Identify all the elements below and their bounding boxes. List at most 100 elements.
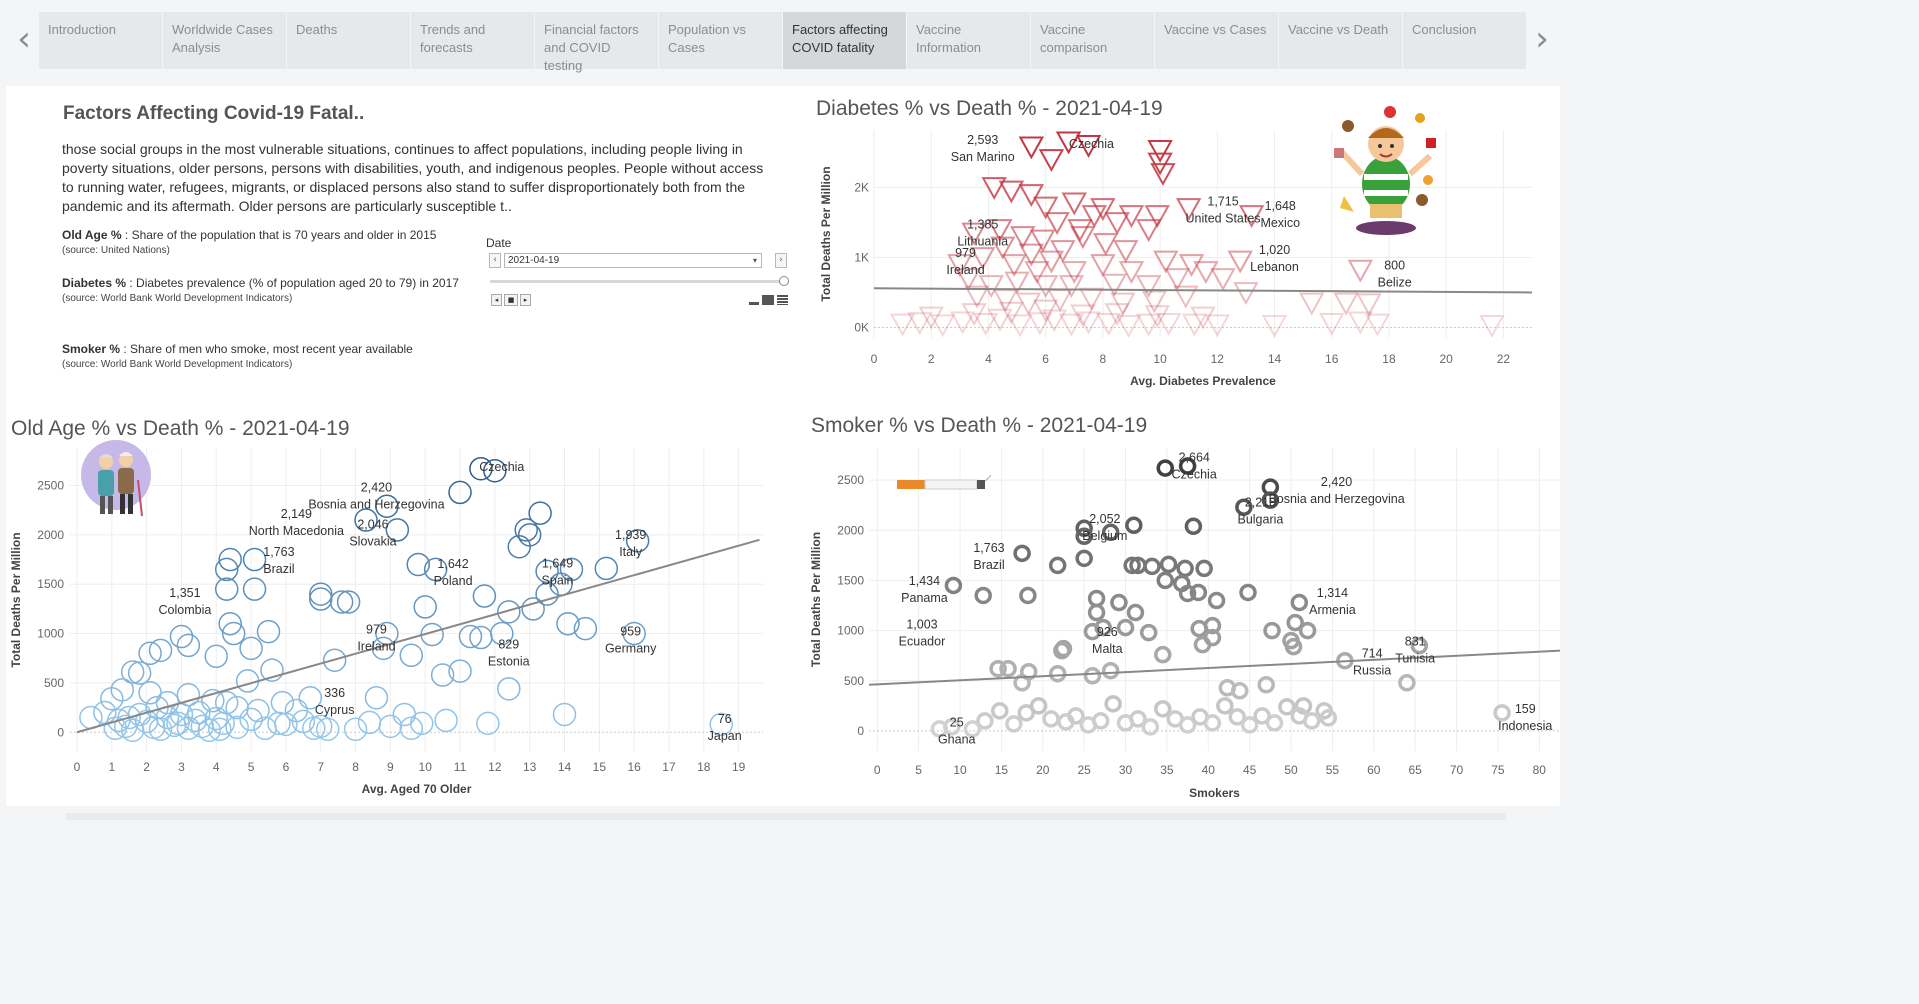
- bottom-scrollbar[interactable]: [66, 813, 1506, 820]
- smoker-x-tick-label: 45: [1243, 763, 1257, 777]
- smoker-point: [976, 712, 994, 730]
- oldage-point: [514, 518, 538, 542]
- diabetes-point: [1193, 261, 1219, 284]
- smoker-x-tick-label: 15: [995, 763, 1009, 777]
- story-tab-7[interactable]: Vaccine Information: [907, 12, 1030, 69]
- diabetes-x-tick-label: 0: [871, 352, 878, 366]
- oldage-point: [207, 717, 232, 742]
- date-next-button[interactable]: ›: [775, 253, 787, 268]
- story-tab-6[interactable]: Factors affecting COVID fatality: [783, 12, 906, 69]
- diabetes-data-label-value: 1,020: [1259, 243, 1290, 257]
- story-tab-0[interactable]: Introduction: [39, 12, 162, 69]
- smoker-point: [1257, 676, 1275, 694]
- date-slider-handle[interactable]: [779, 276, 789, 286]
- diabetes-point: [1027, 312, 1053, 336]
- date-prev-button[interactable]: ‹: [489, 253, 501, 268]
- oldage-point: [138, 681, 162, 705]
- date-slider-track[interactable]: [490, 280, 784, 283]
- oldage-x-tick-label: 6: [283, 760, 290, 774]
- smoker-x-tick-label: 80: [1533, 763, 1547, 777]
- smoker-point: [1017, 704, 1035, 722]
- definition-source: (source: World Bank World Development In…: [62, 293, 293, 304]
- story-tab-4[interactable]: Financial factors and COVID testing: [535, 12, 658, 73]
- smoker-point: [1029, 697, 1048, 715]
- oldage-data-label-value: 979: [366, 623, 387, 637]
- definition-term: Diabetes %: [62, 276, 127, 290]
- smoker-point: [1159, 555, 1178, 574]
- diabetes-x-axis-label: Avg. Diabetes Prevalence: [1130, 374, 1276, 388]
- smoker-point: [1263, 621, 1281, 640]
- diabetes-chart-title: Diabetes % vs Death % - 2021-04-19: [816, 97, 1163, 120]
- diabetes-point: [1075, 311, 1102, 335]
- date-filter: ‹ 2021-04-19 ▾ ›: [489, 253, 789, 269]
- oldage-point: [385, 518, 410, 542]
- story-tab-3[interactable]: Trends and forecasts: [411, 12, 534, 69]
- smoker-data-label-name: Bulgaria: [1237, 512, 1283, 526]
- smoker-y-tick-label: 2000: [837, 523, 864, 537]
- oldage-point: [430, 663, 455, 687]
- definition-desc: : Diabetes prevalence (% of population a…: [126, 276, 459, 290]
- story-tab-9[interactable]: Vaccine vs Cases: [1155, 12, 1278, 69]
- oldage-data-label-value: 1,642: [437, 557, 468, 571]
- oldage-data-label-name: Spain: [542, 574, 574, 588]
- story-tab-11[interactable]: Conclusion: [1403, 12, 1526, 69]
- oldage-point: [469, 456, 493, 481]
- definition-desc: : Share of men who smoke, most recent ye…: [120, 342, 413, 356]
- diabetes-point: [1061, 192, 1087, 216]
- smoker-point: [1083, 622, 1102, 641]
- smoker-point: [1261, 491, 1280, 509]
- smoker-data-label-name: Malta: [1092, 642, 1123, 656]
- diabetes-data-label-name: Lithuania: [957, 234, 1008, 248]
- story-tab-8[interactable]: Vaccine comparison: [1031, 12, 1154, 69]
- smoker-point: [1067, 707, 1085, 725]
- oldage-point: [472, 584, 497, 608]
- oldage-point: [93, 700, 117, 725]
- smoker-x-tick-label: 55: [1326, 763, 1340, 777]
- smoker-x-tick-label: 30: [1119, 763, 1133, 777]
- diabetes-data-label-name: Ireland: [946, 263, 984, 277]
- oldage-point: [378, 714, 403, 739]
- diabetes-trend-line: [873, 287, 1533, 294]
- diabetes-point: [1038, 250, 1065, 274]
- oldage-point: [556, 611, 580, 636]
- smoker-x-tick-label: 25: [1077, 763, 1091, 777]
- smoker-data-label-name: Belgium: [1082, 529, 1127, 543]
- diabetes-point: [1075, 135, 1102, 158]
- oldage-data-label-name: Germany: [605, 642, 657, 656]
- next-story-point-button[interactable]: ›: [1535, 19, 1549, 59]
- prev-story-point-button[interactable]: ‹: [17, 19, 31, 59]
- smoker-x-tick-label: 40: [1202, 763, 1216, 777]
- oldage-data-label-name: Czechia: [479, 460, 524, 474]
- smoker-data-label-value: 1,763: [973, 541, 1004, 555]
- diabetes-data-label-name: United States: [1186, 211, 1261, 225]
- oldage-point: [270, 690, 295, 715]
- pause-button[interactable]: ■: [504, 294, 518, 306]
- diabetes-point: [998, 301, 1025, 325]
- story-tab-1[interactable]: Worldwide Cases Analysis: [163, 12, 286, 69]
- diabetes-data-label-value: 979: [955, 246, 976, 260]
- oldage-point: [166, 711, 190, 736]
- definition-desc: : Share of the population that is 70 yea…: [121, 228, 437, 242]
- date-dropdown[interactable]: 2021-04-19 ▾: [504, 253, 762, 268]
- diabetes-point: [1032, 299, 1059, 323]
- smoker-x-tick-label: 20: [1036, 763, 1050, 777]
- oldage-point: [221, 621, 246, 646]
- story-tab-2[interactable]: Deaths: [287, 12, 410, 69]
- speed-slow-icon[interactable]: [749, 302, 759, 305]
- oldage-x-tick-label: 16: [627, 760, 641, 774]
- diabetes-point: [1015, 292, 1042, 316]
- story-tab-5[interactable]: Population vs Cases: [659, 12, 782, 69]
- play-backward-button[interactable]: ◂: [491, 294, 502, 306]
- smoker-data-label-name: Bosnia and Herzegovina: [1268, 492, 1404, 506]
- smoker-y-tick-label: 1000: [837, 624, 864, 638]
- play-forward-button[interactable]: ▸: [520, 294, 531, 306]
- speed-medium-icon[interactable]: [762, 295, 774, 305]
- definition-term: Old Age %: [62, 228, 122, 242]
- smoker-x-tick-label: 0: [874, 763, 881, 777]
- diabetes-x-tick-label: 22: [1497, 352, 1511, 366]
- smoker-x-tick-label: 35: [1160, 763, 1174, 777]
- smoker-point: [1203, 616, 1222, 635]
- speed-fast-icon[interactable]: [777, 295, 788, 305]
- story-tab-10[interactable]: Vaccine vs Death: [1279, 12, 1402, 69]
- smoker-data-label-value: 25: [950, 715, 964, 729]
